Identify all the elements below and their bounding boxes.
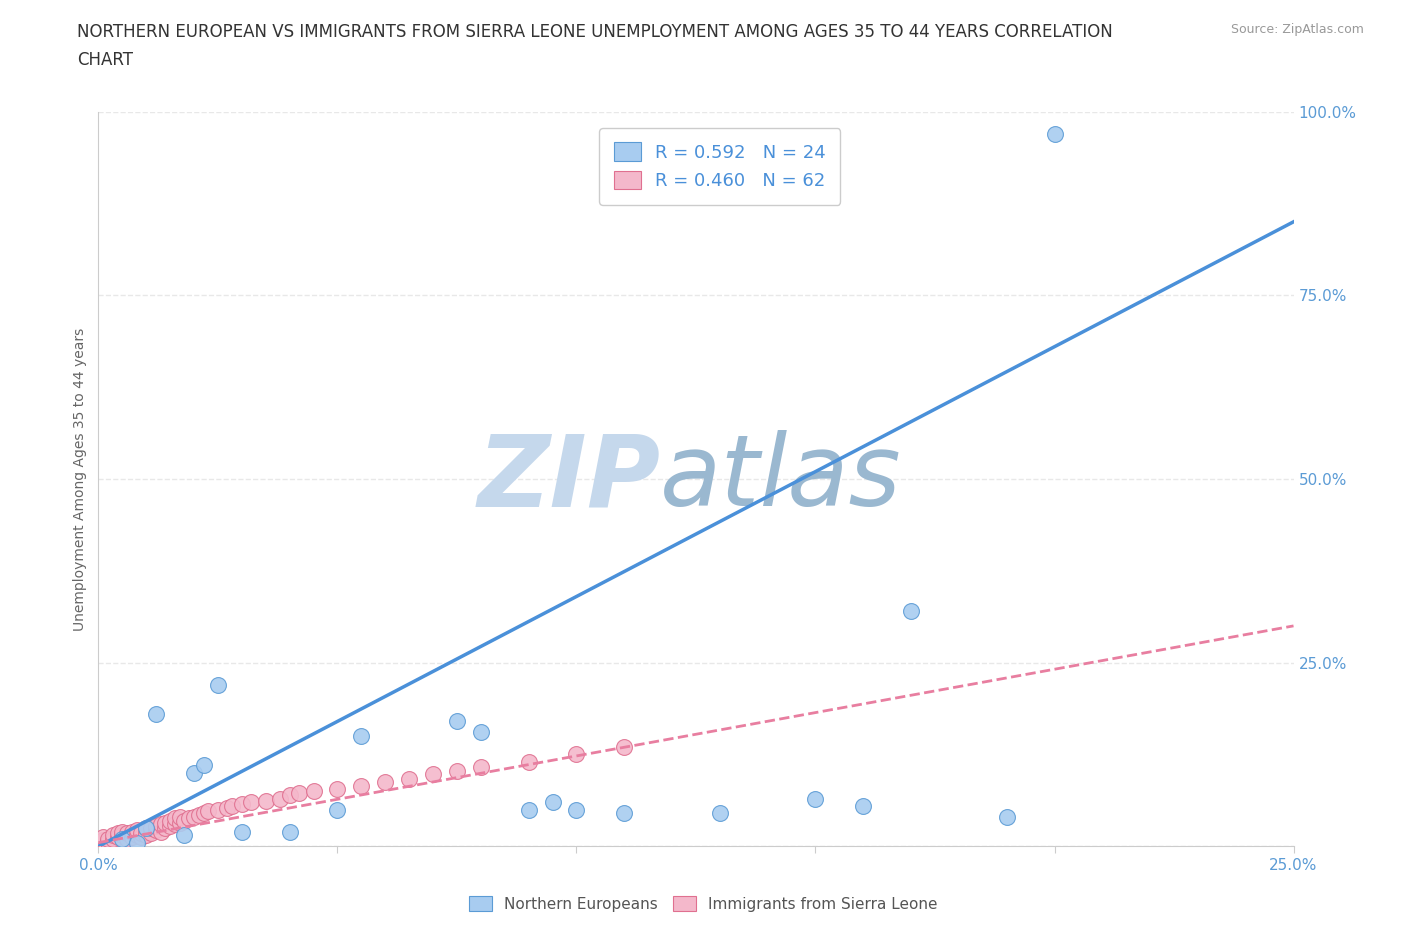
Point (398, 771, 420, 786)
Point (159, 818, 181, 833)
Point (107, 830, 129, 845)
Point (446, 764, 468, 778)
Point (135, 828, 157, 843)
Point (111, 831, 134, 846)
Point (269, 791, 291, 806)
Point (217, 801, 239, 816)
Point (288, 786, 311, 801)
Text: CHART: CHART (77, 51, 134, 69)
Point (163, 811, 186, 826)
Text: ZIP: ZIP (477, 431, 661, 527)
Point (139, 820, 162, 835)
Point (326, 781, 349, 796)
Text: atlas: atlas (661, 431, 901, 527)
Point (131, 830, 153, 845)
Point (155, 820, 177, 835)
Point (565, 747, 588, 762)
Point (1043, 126, 1066, 141)
Point (231, 824, 253, 839)
Text: Source: ZipAtlas.com: Source: ZipAtlas.com (1230, 23, 1364, 36)
Point (187, 808, 209, 823)
Point (169, 809, 191, 824)
Point (565, 802, 588, 817)
Point (278, 824, 301, 839)
Point (111, 824, 134, 839)
Point (101, 828, 124, 843)
Point (221, 799, 243, 814)
Point (326, 802, 349, 817)
Point (541, 795, 564, 810)
Point (207, 677, 229, 692)
Text: NORTHERN EUROPEAN VS IMMIGRANTS FROM SIERRA LEONE UNEMPLOYMENT AMONG AGES 35 TO : NORTHERN EUROPEAN VS IMMIGRANTS FROM SIE… (77, 23, 1114, 41)
Point (231, 796, 253, 811)
Point (183, 765, 205, 780)
Point (995, 809, 1018, 824)
Point (115, 826, 138, 841)
Point (183, 809, 205, 824)
Point (97, 834, 120, 849)
Point (135, 820, 157, 835)
Point (193, 805, 215, 820)
Point (159, 813, 181, 828)
Point (613, 805, 636, 820)
Point (163, 817, 186, 831)
Point (97, 831, 120, 846)
Point (302, 784, 325, 799)
Point (111, 828, 134, 843)
Point (91, 830, 114, 845)
Point (470, 760, 492, 775)
Point (145, 823, 167, 838)
Point (91, 833, 114, 848)
Point (101, 831, 124, 846)
Point (278, 788, 301, 803)
Point (169, 816, 191, 830)
Point (135, 820, 157, 835)
Point (173, 828, 195, 843)
Point (350, 778, 373, 793)
Point (900, 604, 922, 618)
Point (115, 831, 138, 846)
Point (87, 835, 110, 850)
Point (121, 824, 143, 839)
Point (139, 826, 162, 841)
Point (179, 811, 201, 826)
Point (149, 824, 172, 839)
Point (145, 818, 167, 833)
Y-axis label: Unemployment Among Ages 35 to 44 years: Unemployment Among Ages 35 to 44 years (73, 327, 87, 631)
Point (374, 774, 396, 789)
Legend: R = 0.592   N = 24, R = 0.460   N = 62: R = 0.592 N = 24, R = 0.460 N = 62 (599, 128, 841, 205)
Point (240, 795, 263, 810)
Point (131, 826, 153, 841)
Point (135, 824, 157, 839)
Point (207, 802, 229, 817)
Point (470, 725, 492, 740)
Point (125, 828, 148, 843)
Point (350, 729, 373, 744)
Point (121, 830, 143, 845)
Point (149, 817, 172, 831)
Point (613, 739, 636, 754)
Point (107, 826, 129, 841)
Point (145, 707, 167, 722)
Point (173, 813, 195, 828)
Point (254, 793, 277, 808)
Point (446, 714, 468, 729)
Legend: Northern Europeans, Immigrants from Sierra Leone: Northern Europeans, Immigrants from Sier… (463, 889, 943, 918)
Point (709, 805, 731, 820)
Point (155, 816, 177, 830)
Point (193, 758, 215, 773)
Point (125, 835, 148, 850)
Point (517, 802, 540, 817)
Point (197, 804, 219, 818)
Point (804, 791, 827, 806)
Point (852, 799, 875, 814)
Point (125, 823, 148, 838)
Point (422, 767, 444, 782)
Point (517, 754, 540, 769)
